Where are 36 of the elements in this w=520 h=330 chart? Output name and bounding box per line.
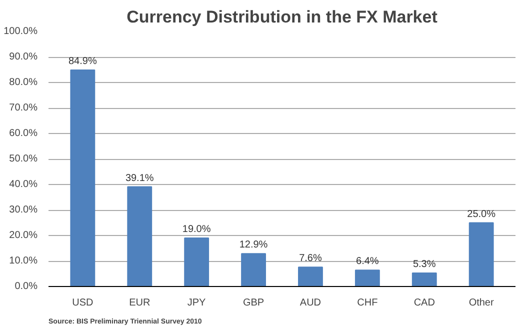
y-tick-label: 70.0% [9,102,38,114]
x-tick-label: EUR [129,298,150,308]
y-tick-label: 20.0% [9,230,38,241]
bar [70,70,96,286]
x-tick-label: Other [468,298,495,308]
data-label: 84.9% [68,56,97,68]
y-tick-label: 60.0% [9,128,38,139]
x-tick-label: GBP [242,298,264,308]
y-tick-label: 30.0% [9,204,38,216]
y-tick-label: 100.0% [4,26,38,37]
y-tick-label: 50.0% [9,154,38,164]
bar [241,253,266,286]
data-label: 19.0% [182,224,211,236]
bar [298,266,323,286]
x-tick-label: CAD [414,298,435,308]
x-tick-label: AUD [300,298,322,308]
bar [354,270,380,286]
y-tick-label: 80.0% [9,77,38,88]
x-tick-label: USD [72,298,94,308]
data-label: 6.4% [356,256,379,268]
y-tick-label: 10.0% [9,256,38,266]
bar [127,186,152,286]
y-tick-label: 90.0% [9,52,38,62]
data-label: 12.9% [239,240,268,251]
bar [468,222,494,286]
x-tick-label: JPY [187,298,206,308]
y-tick-label: 0.0% [14,281,38,292]
chart-title: Currency Distribution in the FX Market [126,8,438,26]
data-label: 25.0% [467,208,496,220]
data-label: 5.3% [412,258,436,270]
x-tick-label: CHF [357,298,378,308]
data-label: 7.6% [299,253,322,264]
bar [184,238,210,286]
data-label: 39.1% [125,172,154,184]
bar [412,272,437,286]
y-tick-label: 40.0% [9,179,38,190]
